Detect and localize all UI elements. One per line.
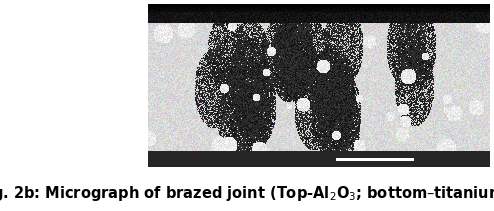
Text: Fig. 2b: Micrograph of brazed joint (Top-Al$_2$O$_3$; bottom–titanium).: Fig. 2b: Micrograph of brazed joint (Top… <box>0 184 494 203</box>
